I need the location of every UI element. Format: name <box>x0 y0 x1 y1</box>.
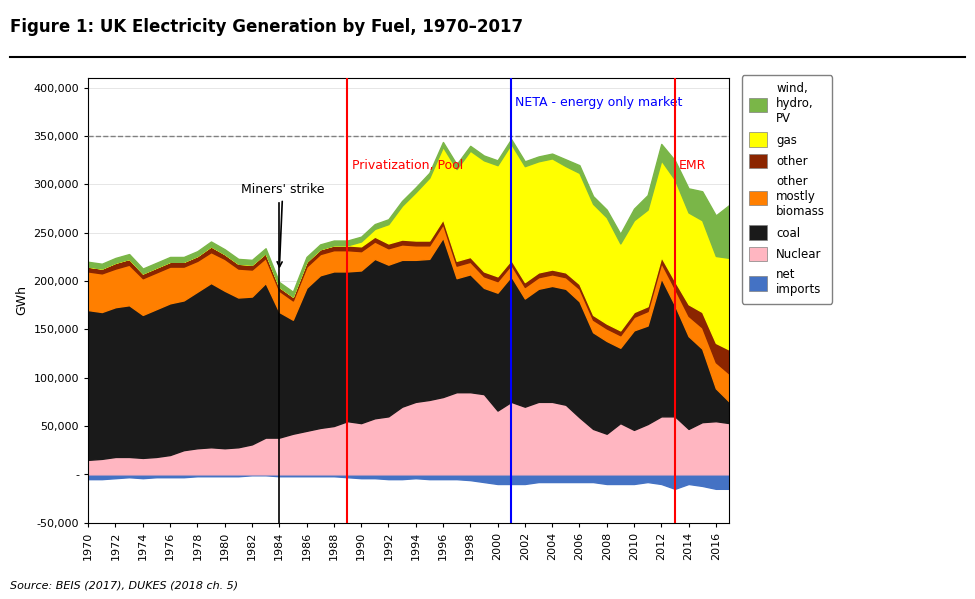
Text: Privatization, Pool: Privatization, Pool <box>352 159 463 172</box>
Y-axis label: GWh: GWh <box>15 286 28 316</box>
Legend: wind,
hydro,
PV, gas, other, other
mostly
biomass, coal, Nuclear, net
imports: wind, hydro, PV, gas, other, other mostl… <box>742 75 832 304</box>
Text: NETA - energy only market: NETA - energy only market <box>515 96 682 108</box>
Text: Figure 1: UK Electricity Generation by Fuel, 1970–2017: Figure 1: UK Electricity Generation by F… <box>10 18 523 36</box>
Text: Source: BEIS (2017), DUKES (2018 ch. 5): Source: BEIS (2017), DUKES (2018 ch. 5) <box>10 580 238 590</box>
Text: Miners' strike: Miners' strike <box>241 183 325 267</box>
Text: EMR: EMR <box>679 159 706 172</box>
